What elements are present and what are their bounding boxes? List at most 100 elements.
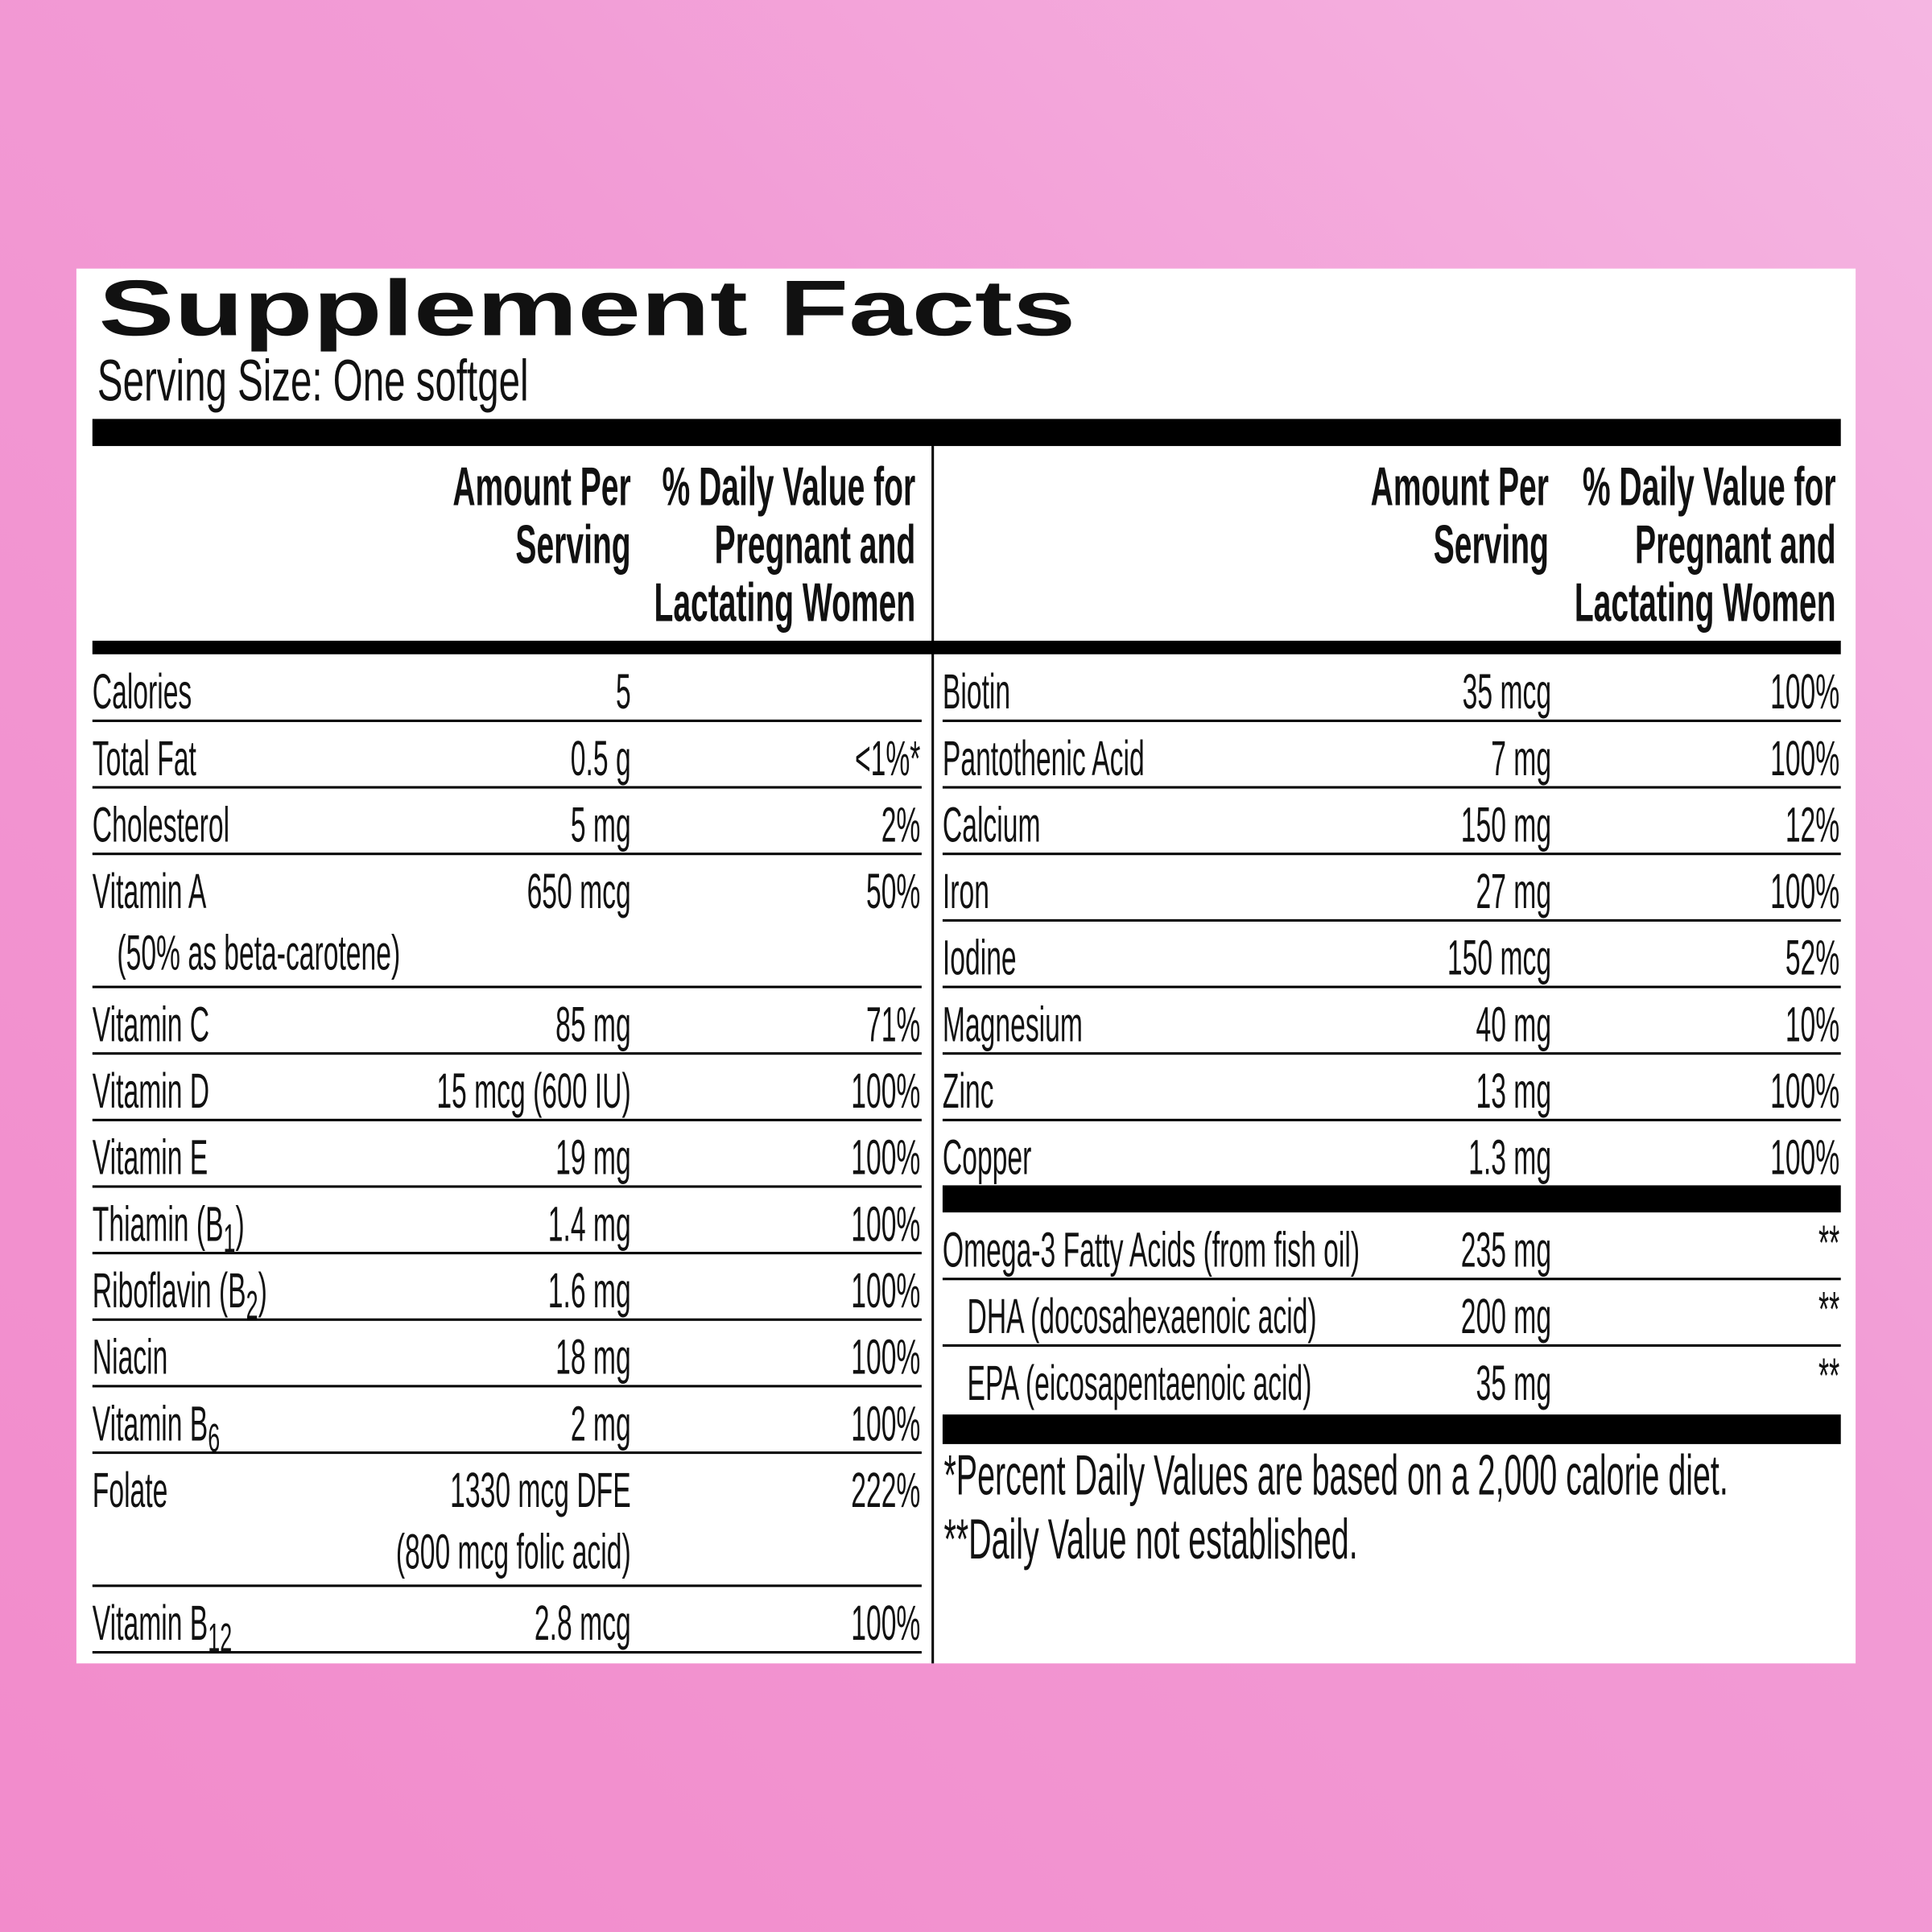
daily-value: 100%	[1770, 665, 1839, 720]
daily-value: 100%	[851, 1330, 920, 1385]
name-text: Riboflavin (B	[93, 1263, 246, 1318]
nutrient-name: Zinc	[943, 1063, 994, 1118]
row-rule	[92, 786, 922, 789]
amount: 35 mg	[1476, 1356, 1551, 1410]
nutrient-name: Iron	[943, 865, 989, 919]
nutrient-name: Vitamin D	[93, 1063, 209, 1118]
name-text: Copper	[943, 1130, 1031, 1185]
nutrient-name: Omega-3 Fatty Acids (from fish oil)	[943, 1223, 1360, 1278]
daily-value: 71%	[866, 997, 920, 1052]
nutrient-name: EPA (eicosapentaenoic acid)	[968, 1356, 1312, 1410]
amount: 5 mg	[571, 798, 631, 852]
daily-value: 100%	[851, 1596, 920, 1651]
amount: 18 mg	[555, 1330, 631, 1385]
daily-value: 100%	[1770, 731, 1839, 786]
daily-value: 100%	[851, 1130, 920, 1185]
name-text: Vitamin B	[93, 1596, 208, 1651]
name-text: Zinc	[943, 1063, 994, 1118]
nutrient-name: Cholesterol	[93, 798, 229, 852]
name-text: Vitamin D	[93, 1063, 209, 1118]
row-rule	[92, 1052, 922, 1055]
amount: 2 mg	[571, 1397, 631, 1451]
daily-value: 2%	[881, 798, 921, 852]
daily-value: 100%	[851, 1263, 920, 1318]
row-rule	[942, 719, 1841, 722]
row-rule	[92, 852, 922, 856]
row-rule	[92, 719, 922, 722]
daily-value: 52%	[1785, 931, 1839, 985]
daily-value: 12%	[1785, 798, 1839, 852]
amount: 19 mg	[555, 1130, 631, 1185]
section-bar	[942, 1185, 1841, 1213]
daily-value: 10%	[1785, 997, 1839, 1052]
name-text: Cholesterol	[93, 798, 229, 852]
amount: 150 mcg	[1447, 931, 1551, 985]
daily-value: 100%	[1770, 1063, 1839, 1118]
title: Supplement Facts	[98, 263, 1075, 352]
amount: 235 mg	[1461, 1223, 1551, 1278]
daily-value: 100%	[851, 1063, 920, 1118]
daily-value: 100%	[851, 1197, 920, 1252]
daily-value: 100%	[1770, 1130, 1839, 1185]
row-rule	[942, 1278, 1841, 1281]
amount: 1.3 mg	[1468, 1130, 1551, 1185]
daily-value: 100%	[1770, 865, 1839, 919]
row-rule	[942, 1052, 1841, 1055]
amount: 150 mg	[1461, 798, 1551, 852]
row-rule	[942, 786, 1841, 789]
amount: 650 mcg	[527, 865, 631, 919]
name-text: Vitamin C	[93, 997, 209, 1052]
row-rule	[92, 1318, 922, 1321]
amount: 0.5 g	[571, 731, 631, 786]
column-divider	[931, 446, 935, 1664]
row-rule	[942, 1344, 1841, 1347]
amount-header: Amount Per	[1371, 456, 1549, 517]
daily-value: **	[1818, 1282, 1839, 1336]
nutrient-name: Iodine	[943, 931, 1017, 985]
amount: 35 mcg	[1463, 665, 1551, 720]
nutrient-name: Vitamin E	[93, 1130, 208, 1185]
nutrient-name: Calories	[93, 665, 192, 720]
name-text: Iron	[943, 865, 989, 919]
bottom-bar	[942, 1414, 1841, 1444]
amount: 1.6 mg	[548, 1263, 631, 1318]
amount-header: Amount Per	[452, 456, 630, 517]
daily-value: 50%	[866, 865, 920, 919]
name-text: Total Fat	[93, 731, 196, 786]
nutrient-name: Total Fat	[93, 731, 196, 786]
top-bar	[92, 419, 1841, 447]
row-rule	[942, 919, 1841, 922]
nutrient-note: (50% as beta-carotene)	[117, 926, 400, 980]
daily-value: **	[1818, 1348, 1839, 1403]
row-rule	[92, 1118, 922, 1121]
amount: 1.4 mg	[548, 1197, 631, 1252]
name-text: Thiamin (B	[93, 1197, 224, 1252]
name-suffix: )	[236, 1197, 245, 1252]
daily-value: **	[1818, 1216, 1839, 1270]
amount: 2.8 mcg	[535, 1596, 631, 1651]
nutrient-name: Niacin	[93, 1330, 168, 1385]
amount: 7 mg	[1491, 731, 1551, 786]
amount: 15 mcg (600 IU)	[436, 1063, 630, 1118]
name-text: Calories	[93, 665, 192, 720]
amount: 200 mg	[1461, 1290, 1551, 1344]
name-text: Niacin	[93, 1330, 168, 1385]
name-text: Vitamin A	[93, 865, 207, 919]
row-rule	[92, 985, 922, 989]
amount-header: Serving	[1434, 514, 1549, 575]
name-text: Calcium	[943, 798, 1041, 852]
amount-note: (800 mcg folic acid)	[396, 1525, 631, 1579]
footnote: **Daily Value not established.	[943, 1508, 1357, 1571]
nutrient-name: Folate	[93, 1463, 168, 1517]
row-rule	[942, 1118, 1841, 1121]
amount: 85 mg	[555, 997, 631, 1052]
daily-value-header: % Daily Value for	[1583, 456, 1836, 517]
name-text: Biotin	[943, 665, 1010, 720]
nutrient-name: Vitamin B6	[93, 1397, 220, 1460]
amount: 13 mg	[1476, 1063, 1551, 1118]
nutrient-name: Vitamin C	[93, 997, 209, 1052]
name-text: Iodine	[943, 931, 1017, 985]
daily-value-header: % Daily Value for	[662, 456, 915, 517]
nutrient-name: Vitamin A	[93, 865, 207, 919]
amount-header: Serving	[515, 514, 630, 575]
